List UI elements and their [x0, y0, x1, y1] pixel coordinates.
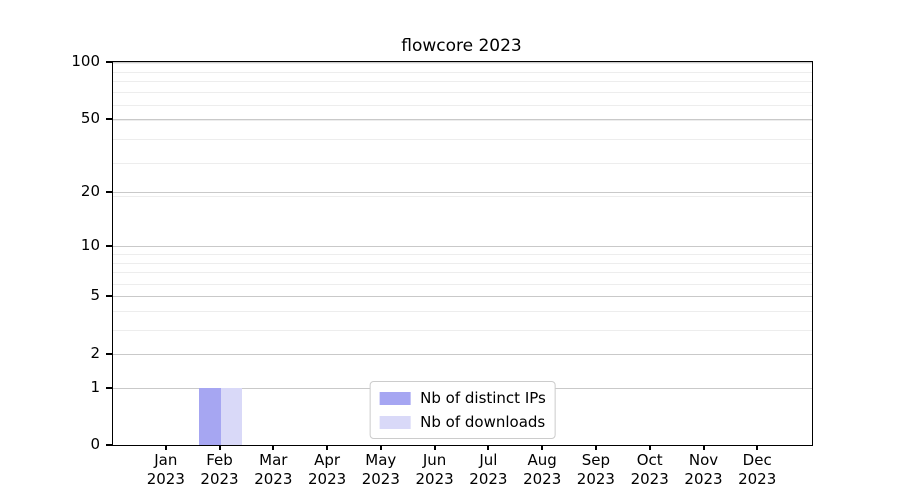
x-tick-mark [594, 445, 597, 450]
major-gridline [113, 296, 812, 298]
y-tick-mark [106, 295, 112, 298]
y-tick-mark [106, 352, 112, 355]
legend: Nb of distinct IPs Nb of downloads [369, 381, 556, 439]
legend-swatch-distinct-ips [379, 391, 411, 405]
plot-area: Nb of distinct IPs Nb of downloads [112, 61, 813, 446]
x-tick-mark [487, 445, 490, 450]
y-tick-label: 0 [90, 435, 100, 453]
y-tick-label: 5 [90, 286, 100, 305]
x-tick-label: May 2023 [361, 451, 400, 488]
minor-gridline [113, 105, 812, 107]
minor-gridline [113, 71, 812, 73]
legend-item-downloads: Nb of downloads [379, 413, 546, 431]
x-tick-mark [218, 445, 221, 450]
major-gridline [113, 246, 812, 247]
minor-gridline [113, 330, 812, 331]
chart-title: flowcore 2023 [401, 36, 522, 56]
minor-gridline [113, 253, 812, 255]
bar-downloads [220, 387, 242, 445]
x-tick-mark [272, 445, 275, 450]
y-tick-mark [106, 444, 112, 446]
x-tick-mark [326, 445, 329, 450]
x-tick-label: Oct 2023 [630, 451, 669, 488]
minor-gridline [113, 272, 812, 274]
major-gridline [113, 118, 812, 120]
x-tick-label: Nov 2023 [684, 451, 723, 488]
bar-distinct-ips [199, 387, 221, 445]
x-tick-mark [379, 445, 382, 450]
x-tick-label: Jul 2023 [469, 451, 508, 488]
x-tick-label: Feb 2023 [200, 451, 239, 488]
y-tick-mark [106, 245, 112, 247]
x-tick-label: Jan 2023 [146, 451, 185, 488]
x-tick-mark [756, 445, 759, 450]
x-tick-label: Apr 2023 [308, 451, 347, 488]
minor-gridline [113, 138, 812, 140]
legend-label-distinct-ips: Nb of distinct IPs [420, 389, 546, 407]
major-gridline [113, 192, 812, 194]
x-tick-mark [648, 445, 651, 450]
legend-item-distinct-ips: Nb of distinct IPs [379, 389, 546, 407]
y-tick-mark [106, 386, 112, 389]
minor-gridline [113, 62, 812, 64]
y-tick-label: 2 [90, 343, 100, 362]
x-tick-label: Sep 2023 [576, 451, 615, 488]
major-gridline [113, 62, 812, 63]
y-tick-mark [106, 191, 112, 194]
x-tick-mark [433, 445, 436, 450]
x-tick-mark [702, 445, 705, 450]
y-tick-label: 50 [80, 108, 100, 127]
major-gridline [113, 353, 812, 355]
minor-gridline [113, 311, 812, 313]
x-tick-label: Aug 2023 [523, 451, 562, 488]
x-tick-label: Mar 2023 [254, 451, 293, 488]
minor-gridline [113, 81, 812, 83]
legend-label-downloads: Nb of downloads [420, 413, 546, 431]
minor-gridline [113, 196, 812, 198]
x-tick-label: Jun 2023 [415, 451, 454, 488]
legend-swatch-downloads [379, 415, 411, 429]
y-tick-mark [106, 61, 112, 63]
minor-gridline [113, 120, 812, 122]
y-tick-mark [106, 117, 112, 120]
minor-gridline [113, 162, 812, 164]
minor-gridline [113, 262, 812, 264]
x-tick-mark [541, 445, 544, 450]
y-tick-label: 20 [80, 182, 100, 201]
y-tick-label: 100 [71, 52, 100, 70]
y-tick-label: 10 [80, 236, 100, 254]
x-tick-mark [164, 445, 167, 450]
y-tick-label: 1 [90, 377, 100, 396]
minor-gridline [113, 92, 812, 94]
x-tick-label: Dec 2023 [738, 451, 777, 488]
minor-gridline [113, 283, 812, 285]
